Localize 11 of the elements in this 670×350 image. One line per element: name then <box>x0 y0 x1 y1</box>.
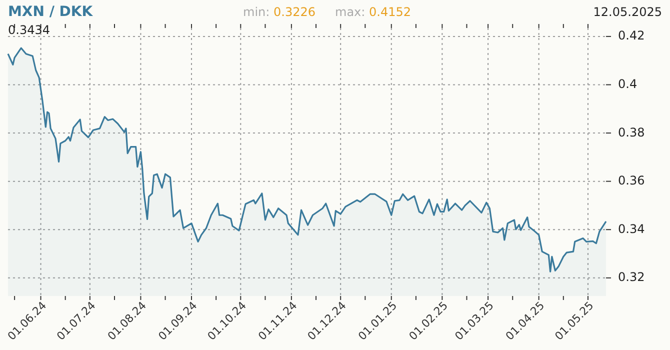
y-tick-label: 0.42 <box>618 28 645 43</box>
text: min: 0.3226 <box>243 5 316 19</box>
y-tick-label: 0.34 <box>618 222 645 236</box>
y-tick-label: 0.4 <box>618 77 638 92</box>
y-tick-label: 0.36 <box>618 174 645 188</box>
text: 12.05.2025 <box>593 5 662 19</box>
annotation: 0.3434 <box>8 23 50 37</box>
y-tick-label: 0.32 <box>618 270 645 284</box>
text: max: 0.4152 <box>335 5 412 19</box>
chart-title: MXN / DKK <box>8 4 94 20</box>
y-tick-label: 0.38 <box>618 125 645 140</box>
